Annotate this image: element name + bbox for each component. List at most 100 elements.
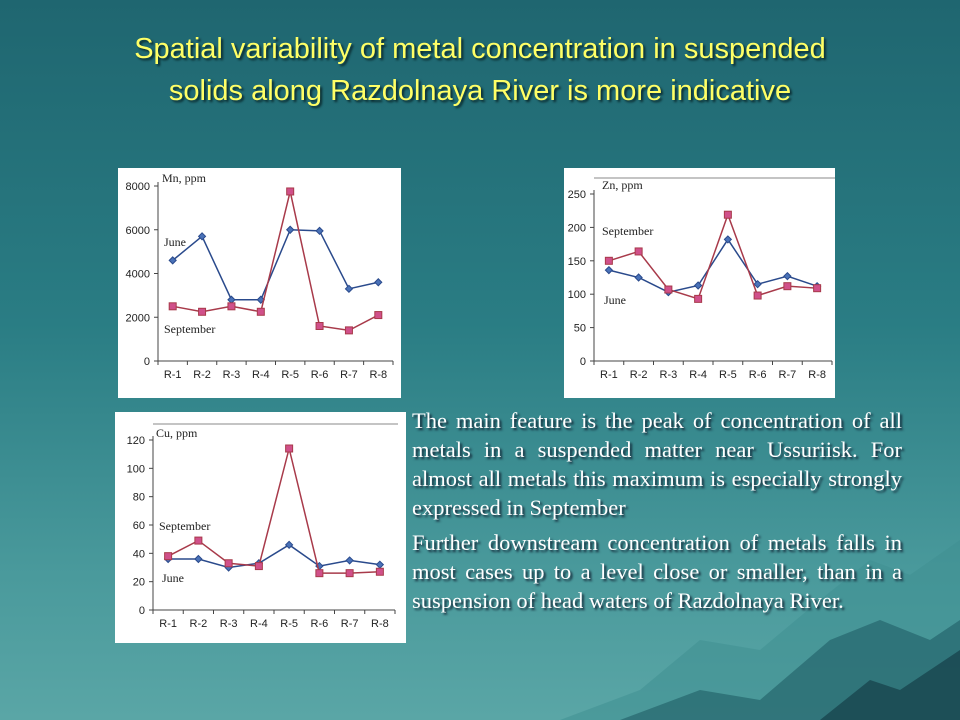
series-label-june: June xyxy=(164,235,186,249)
y-tick-label: 20 xyxy=(133,577,145,589)
x-tick-label: R-5 xyxy=(280,618,298,630)
y-tick-label: 4000 xyxy=(126,269,150,281)
title-line-2: solids along Razdolnaya River is more in… xyxy=(168,75,792,107)
x-tick-label: R-7 xyxy=(340,369,358,381)
y-tick-label: 0 xyxy=(580,356,586,368)
y-tick-label: 80 xyxy=(133,492,145,504)
y-tick-label: 100 xyxy=(568,289,586,301)
series-line-september xyxy=(172,191,379,332)
data-point-september xyxy=(783,282,792,291)
data-point-june xyxy=(344,284,354,294)
x-tick-label: R-1 xyxy=(159,618,177,630)
x-tick-label: R-7 xyxy=(341,618,359,630)
data-point-september xyxy=(227,302,236,311)
y-tick-label: 50 xyxy=(574,323,586,335)
data-point-september xyxy=(344,326,353,335)
title-line-1: Spatial variability of metal concentrati… xyxy=(134,33,826,65)
x-tick-label: R-2 xyxy=(190,618,208,630)
data-point-september xyxy=(198,307,207,316)
data-point-september xyxy=(285,444,294,453)
data-point-june xyxy=(374,278,383,287)
x-tick-label: R-8 xyxy=(808,369,826,381)
data-point-june xyxy=(375,560,385,569)
y-tick-label: 250 xyxy=(568,189,586,201)
x-tick-label: R-1 xyxy=(600,369,618,381)
y-tick-label: 150 xyxy=(568,256,586,268)
data-point-june xyxy=(634,273,643,282)
mn-chart: 0 2000 4000 6000 8000 R-1 R-2 R-3 R-4 R-5 R-6 R-7 R-… xyxy=(118,168,401,398)
x-tick-label: R-2 xyxy=(193,369,211,381)
y-tick-label: 0 xyxy=(139,605,145,617)
x-tick-label: R-6 xyxy=(749,369,767,381)
data-point-june xyxy=(227,295,236,304)
y-tick-label: 0 xyxy=(144,356,150,368)
y-tick-label: 200 xyxy=(568,222,586,234)
chart-title: Mn, ppm xyxy=(162,171,207,185)
data-point-september xyxy=(315,569,324,578)
x-tick-label: R-4 xyxy=(252,369,270,381)
zn-chart: 0 50 100 150 200 250 R-1 R-2 R-3 R-4 R-5 R-6 R-7 R-8 Z… xyxy=(564,168,835,398)
data-point-september xyxy=(694,294,703,303)
y-tick-label: 100 xyxy=(127,463,145,475)
data-point-june xyxy=(284,540,294,550)
y-tick-label: 120 xyxy=(127,435,145,447)
data-point-september xyxy=(345,569,354,578)
x-tick-label: R-6 xyxy=(311,369,329,381)
series-label-june: June xyxy=(162,571,184,585)
series-label-september: September xyxy=(159,519,210,533)
x-tick-label: R-4 xyxy=(250,618,268,630)
data-point-june xyxy=(194,554,203,564)
x-tick-label: R-8 xyxy=(371,618,389,630)
data-point-september xyxy=(315,322,324,330)
x-tick-label: R-3 xyxy=(660,369,678,381)
series-label-september: September xyxy=(602,224,653,238)
series-label-june: June xyxy=(604,293,626,307)
cu-chart: 0 20 40 60 80 100 120 R-1 R-2 R-3 R-4 R-5 R-6 R-7 R-8 C… xyxy=(115,412,406,643)
data-point-september xyxy=(375,567,384,576)
data-point-june xyxy=(197,232,207,241)
x-tick-label: R-3 xyxy=(223,369,241,381)
y-tick-label: 40 xyxy=(133,548,145,560)
data-point-june xyxy=(753,279,762,289)
paragraph-2: Further downstream concentration of meta… xyxy=(412,530,902,613)
data-point-september xyxy=(168,302,177,311)
series-line-june xyxy=(608,238,818,293)
x-tick-label: R-2 xyxy=(630,369,648,381)
page-title: Spatial variability of metal concentrati… xyxy=(40,28,920,112)
x-tick-label: R-1 xyxy=(164,369,182,381)
data-point-september xyxy=(753,291,762,300)
data-point-september xyxy=(286,187,295,196)
y-tick-label: 8000 xyxy=(126,181,150,193)
x-tick-label: R-7 xyxy=(779,369,797,381)
chart-title: Zn, ppm xyxy=(602,178,643,192)
data-point-september xyxy=(194,536,203,545)
data-point-june xyxy=(285,225,295,234)
x-tick-label: R-8 xyxy=(369,369,387,381)
data-point-september xyxy=(224,559,233,568)
description-text: The main feature is the peak of concentr… xyxy=(412,406,902,621)
zn-chart-svg: 0 50 100 150 200 250 R-1 R-2 R-3 R-4 R-5 R-6 R-7 R-8 Z… xyxy=(568,177,835,381)
data-point-september xyxy=(374,311,383,320)
x-tick-label: R-4 xyxy=(689,369,707,381)
data-point-september xyxy=(256,307,265,316)
data-point-june xyxy=(345,556,354,565)
data-point-september xyxy=(723,210,732,219)
data-point-september xyxy=(813,284,822,293)
series-line-september xyxy=(608,212,818,300)
data-point-september xyxy=(164,552,173,561)
data-point-june xyxy=(783,271,792,281)
x-tick-label: R-5 xyxy=(281,369,299,381)
data-point-june xyxy=(604,265,614,275)
x-tick-label: R-6 xyxy=(311,618,329,630)
mn-chart-svg: 0 2000 4000 6000 8000 R-1 R-2 R-3 R-4 R-5 R-6 R-7 R-… xyxy=(126,171,394,381)
data-point-september xyxy=(604,256,613,265)
data-point-june xyxy=(168,256,177,265)
data-point-september xyxy=(664,285,673,294)
series-label-september: September xyxy=(164,322,215,336)
data-point-september xyxy=(254,562,263,571)
y-tick-label: 60 xyxy=(133,520,145,532)
data-point-june xyxy=(723,235,733,244)
x-tick-label: R-5 xyxy=(719,369,737,381)
series-line-june xyxy=(168,543,380,569)
